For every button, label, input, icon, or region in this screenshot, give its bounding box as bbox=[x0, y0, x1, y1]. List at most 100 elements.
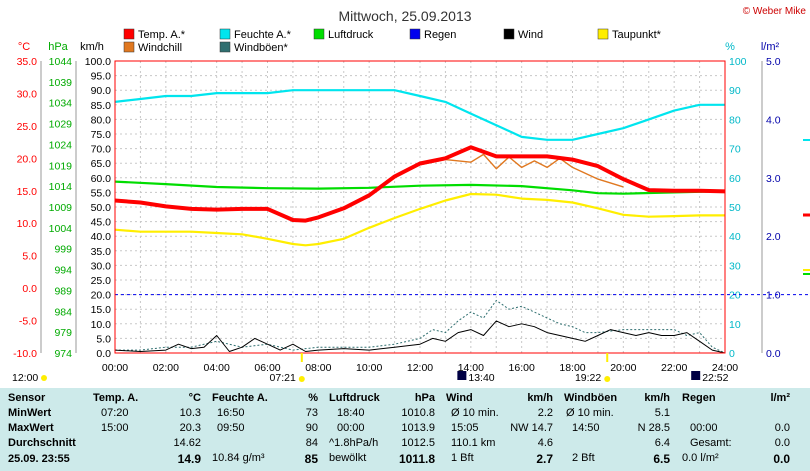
hum-avg-value: 84 bbox=[305, 437, 318, 449]
label-max: MaxWert bbox=[8, 422, 54, 434]
stats-col-wind: Wind km/h Ø 10 min. 2.2 15:05 NW 14.7 110.1… bbox=[446, 388, 553, 471]
rain-now-label: 0.0 l/m² bbox=[682, 452, 719, 464]
hdr-temp: Temp. A. bbox=[93, 392, 139, 404]
legend-label: Windchill bbox=[138, 42, 182, 54]
rain-tick-label: 0.0 bbox=[766, 348, 781, 360]
legend-swatch bbox=[597, 28, 609, 40]
series-luftdruck bbox=[114, 180, 726, 195]
wind-distance: 110.1 km bbox=[451, 437, 496, 449]
hum-now-label: 10.84 g/m³ bbox=[212, 452, 265, 464]
hum-tick-label: 60 bbox=[729, 173, 741, 185]
unit-temp: °C bbox=[188, 392, 201, 404]
press-avg-value: 1012.5 bbox=[401, 437, 435, 449]
press-tick-label: 1019 bbox=[49, 160, 73, 172]
marker-label: 22:52 bbox=[702, 372, 728, 384]
temp-tick-label: 10.0 bbox=[17, 218, 38, 230]
hdr-rain: Regen bbox=[682, 392, 716, 404]
stats-panel: Sensor MinWert MaxWert Durchschnitt 25.0… bbox=[0, 388, 810, 471]
event-icon bbox=[457, 371, 467, 380]
rain-now-value: 0.0 bbox=[773, 452, 790, 466]
gust-max-time: 14:50 bbox=[572, 422, 600, 434]
hdr-press: Luftdruck bbox=[329, 392, 380, 404]
edge-stubs bbox=[803, 139, 810, 275]
wind-tick-label: 50.0 bbox=[91, 202, 112, 214]
gust-avg-value: 6.4 bbox=[654, 437, 670, 449]
press-tick-label: 1029 bbox=[49, 119, 73, 131]
stats-col-hum: Feuchte A.% 16:50 73 09:50 90 84 10.84 g/m… bbox=[212, 388, 318, 471]
press-tick-label: 994 bbox=[54, 265, 72, 277]
series-taupunkt bbox=[114, 192, 725, 247]
axis-ticks: 35.0 30.0 25.0 20.0 15.0 10.0 5.0 0.0 -5.0 -10.0 1… bbox=[13, 56, 781, 374]
x-tick-label: 02:00 bbox=[153, 362, 179, 374]
unit-rain: l/m² bbox=[770, 392, 790, 404]
rain-tick-label: 4.0 bbox=[766, 114, 781, 126]
wind-tick-label: 45.0 bbox=[91, 217, 112, 229]
press-now-value: 1011.8 bbox=[398, 452, 435, 466]
wind-tick-label: 100.0 bbox=[85, 56, 111, 68]
wind-avg10-value: 2.2 bbox=[537, 407, 553, 419]
wind-tick-label: 25.0 bbox=[91, 275, 112, 287]
x-tick-label: 08:00 bbox=[305, 362, 331, 374]
legend-swatch bbox=[219, 28, 231, 40]
legend-swatch bbox=[123, 28, 135, 40]
temp-now-value: 14.9 bbox=[177, 452, 201, 466]
legend-label: Feuchte A.* bbox=[234, 29, 292, 41]
hum-tick-label: 90 bbox=[729, 85, 741, 97]
temp-tick-label: 25.0 bbox=[17, 121, 38, 133]
wind-tick-label: 35.0 bbox=[91, 246, 112, 258]
legend-swatch bbox=[313, 28, 325, 40]
label-min: MinWert bbox=[8, 407, 52, 419]
wind-tick-label: 75.0 bbox=[91, 129, 112, 141]
wind-tick-label: 95.0 bbox=[91, 71, 112, 83]
wind-tick-label: 40.0 bbox=[91, 231, 112, 243]
press-axis-unit: hPa bbox=[48, 41, 68, 53]
hum-tick-label: 0 bbox=[729, 348, 735, 360]
legend-label: Windböen* bbox=[234, 42, 289, 54]
rain-total-value: 0.0 bbox=[774, 437, 790, 449]
temp-min-value: 10.3 bbox=[179, 407, 201, 419]
wind-tick-label: 80.0 bbox=[91, 114, 112, 126]
temp-tick-label: -10.0 bbox=[13, 348, 37, 360]
press-min-value: 1010.8 bbox=[401, 407, 435, 419]
hum-tick-label: 80 bbox=[729, 114, 741, 126]
press-tick-label: 1009 bbox=[49, 202, 73, 214]
credit-text: © Weber Mike bbox=[743, 6, 807, 17]
stats-col-gust: Windböen km/h Ø 10 min. 5.1 14:50 N 28.5 6.… bbox=[564, 388, 670, 471]
press-min-time: 18:40 bbox=[337, 407, 365, 419]
legend-swatch bbox=[219, 41, 231, 53]
x-tick-label: 24:00 bbox=[712, 362, 738, 374]
gust-max-value: N 28.5 bbox=[637, 422, 670, 434]
wind-tick-label: 10.0 bbox=[91, 319, 112, 331]
series-wind bbox=[114, 320, 726, 354]
rain-total-label: Gesamt: bbox=[690, 437, 732, 449]
stats-col-press: Luftdruck hPa 18:40 1010.8 00:00 1013.9 ^1.… bbox=[329, 388, 435, 471]
x-tick-label: 16:00 bbox=[509, 362, 535, 374]
hum-tick-label: 10 bbox=[729, 319, 741, 331]
rain-tick-label: 5.0 bbox=[766, 56, 781, 68]
unit-gust: km/h bbox=[644, 392, 670, 404]
press-tick-label: 999 bbox=[54, 244, 72, 256]
press-tick-label: 1004 bbox=[49, 223, 73, 235]
press-tick-label: 1044 bbox=[49, 56, 73, 68]
wind-now-value: 2.7 bbox=[536, 452, 553, 466]
hum-tick-label: 100 bbox=[729, 56, 747, 68]
wind-tick-label: 90.0 bbox=[91, 85, 112, 97]
wind-bft: 1 Bft bbox=[451, 452, 474, 464]
temp-max-value: 20.3 bbox=[179, 422, 201, 434]
legend-label: Taupunkt* bbox=[612, 29, 662, 41]
stats-col-temp: Temp. A. °C 07:20 10.3 15:00 20.3 14.62 14.… bbox=[93, 388, 201, 471]
series-layer bbox=[114, 89, 726, 354]
wind-tick-label: 55.0 bbox=[91, 187, 112, 199]
unit-press: hPa bbox=[414, 392, 435, 404]
legend: Temp. A.* Feuchte A.* Luftdruck Regen Wind Ta… bbox=[123, 28, 662, 54]
temp-max-time: 15:00 bbox=[101, 422, 129, 434]
legend-swatch bbox=[503, 28, 515, 40]
x-tick-label: 18:00 bbox=[559, 362, 585, 374]
press-tick-label: 974 bbox=[54, 348, 72, 360]
stats-col-sensor: Sensor MinWert MaxWert Durchschnitt 25.0… bbox=[8, 388, 88, 471]
legend-swatch bbox=[123, 41, 135, 53]
press-tick-label: 1039 bbox=[49, 77, 73, 89]
gust-avg10-value: 5.1 bbox=[654, 407, 670, 419]
press-tick-label: 984 bbox=[54, 306, 72, 318]
press-tick-label: 989 bbox=[54, 285, 72, 297]
